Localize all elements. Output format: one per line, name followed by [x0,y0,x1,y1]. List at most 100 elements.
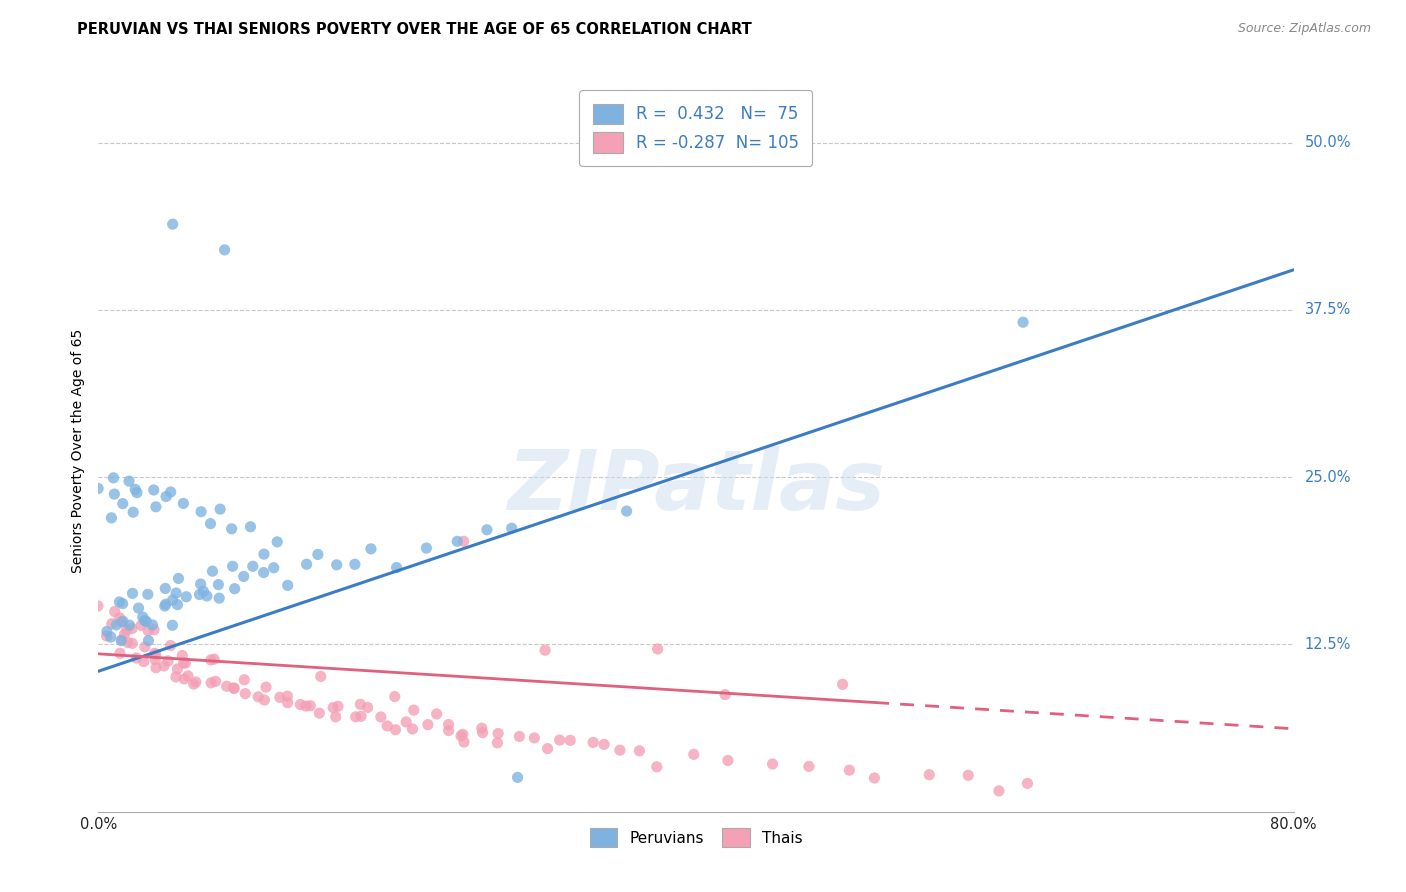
Point [136,624,159,638]
Point [276,689,298,703]
Point [145,661,167,675]
Point [356,700,378,714]
Point [174,656,197,670]
Point [96,624,118,639]
Point [159,485,181,500]
Point [838,763,860,777]
Point [157,654,180,668]
Point [508,730,530,744]
Point [486,726,509,740]
Point [616,504,638,518]
Point [108,646,131,660]
Text: 37.5%: 37.5% [1305,302,1351,318]
Point [142,483,165,497]
Point [370,710,392,724]
Point [190,577,212,591]
Point [437,723,460,738]
Point [360,541,382,556]
Point [121,622,143,636]
Point [437,717,460,731]
Point [299,698,322,713]
Point [349,698,371,712]
Point [110,615,132,629]
Text: 12.5%: 12.5% [1305,637,1351,652]
Point [233,673,256,687]
Point [501,521,523,535]
Point [295,699,318,714]
Point [486,736,509,750]
Point [647,642,669,657]
Point [174,590,197,604]
Point [957,768,980,782]
Point [141,618,163,632]
Point [239,520,262,534]
Point [207,577,229,591]
Point [153,599,176,613]
Point [453,735,475,749]
Point [135,615,157,629]
Point [451,727,474,741]
Point [155,597,177,611]
Point [155,582,177,596]
Point [253,547,276,561]
Point [415,541,437,555]
Point [145,648,167,662]
Point [177,669,200,683]
Point [375,719,398,733]
Point [125,485,148,500]
Point [193,584,215,599]
Point [523,731,546,745]
Text: ZIPatlas: ZIPatlas [508,446,884,527]
Point [202,652,225,666]
Point [105,618,128,632]
Point [173,656,195,670]
Point [136,587,159,601]
Point [453,534,475,549]
Point [125,651,148,665]
Point [103,471,125,485]
Point [173,672,195,686]
Point [114,627,136,641]
Point [645,760,668,774]
Point [159,639,181,653]
Point [385,560,408,574]
Point [188,587,211,601]
Point [253,693,276,707]
Legend: Peruvians, Thais: Peruvians, Thais [582,821,810,855]
Point [162,618,184,632]
Point [395,714,418,729]
Point [132,655,155,669]
Point [609,743,631,757]
Point [987,784,1010,798]
Point [129,618,152,632]
Point [233,687,256,701]
Point [221,522,243,536]
Point [208,591,231,606]
Point [111,632,134,647]
Point [195,589,218,603]
Point [111,615,134,629]
Point [104,605,127,619]
Point [128,601,150,615]
Point [290,698,312,712]
Point [416,717,439,731]
Point [582,735,605,749]
Point [184,675,207,690]
Point [344,710,367,724]
Point [162,593,184,607]
Point [1017,776,1039,790]
Point [221,559,243,574]
Point [87,482,110,496]
Point [471,721,494,735]
Point [593,737,616,751]
Point [145,500,167,514]
Point [100,511,122,525]
Point [269,690,291,705]
Point [242,559,264,574]
Point [108,595,131,609]
Point [96,629,118,643]
Point [548,733,571,747]
Point [209,502,232,516]
Point [100,616,122,631]
Point [717,754,740,768]
